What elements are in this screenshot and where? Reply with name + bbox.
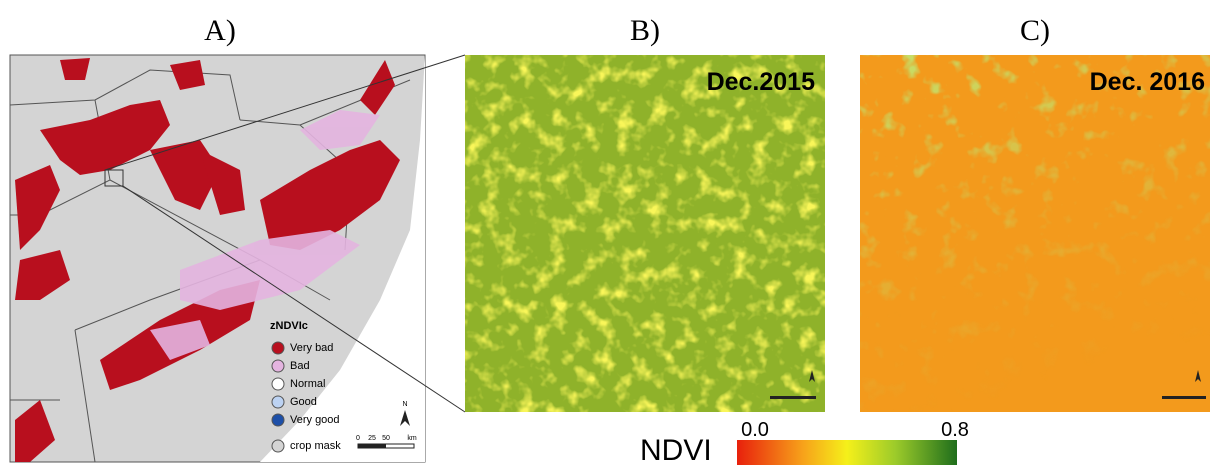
panel-label: B) [630, 14, 660, 47]
legend-item: Very good [290, 414, 340, 426]
connector [122, 185, 466, 413]
legend-item: Good [290, 396, 317, 408]
map-c: Dec. 2016 [860, 55, 1210, 412]
legend: zNDVIc Very bad Bad Normal Good Very goo… [270, 320, 417, 453]
map-b: Dec.2015 [465, 55, 825, 412]
colorbar-min: 0.0 [741, 419, 769, 441]
panel-label: C) [1020, 14, 1050, 47]
colorbar: NDVI 0.0 0.8 [640, 419, 969, 467]
colorbar-gradient [737, 440, 957, 465]
colorbar-title: NDVI [640, 434, 712, 467]
connector [104, 54, 466, 171]
north-arrow [400, 410, 410, 426]
panel-date: Dec.2015 [707, 68, 816, 96]
panel-date: Dec. 2016 [1090, 68, 1205, 96]
north-label: N [402, 401, 407, 408]
legend-item: Bad [290, 360, 310, 372]
legend-title: zNDVIc [270, 320, 308, 332]
map-a [9, 54, 426, 463]
scale-label: 25 [368, 435, 376, 442]
legend-item: Very bad [290, 342, 333, 354]
legend-item: crop mask [290, 440, 341, 452]
scale-label: 0 [356, 435, 360, 442]
scale-label: 50 [382, 435, 390, 442]
panel-label: A) [204, 14, 236, 47]
colorbar-max: 0.8 [941, 419, 969, 441]
scale-unit: km [407, 435, 417, 442]
legend-item: Normal [290, 378, 325, 390]
